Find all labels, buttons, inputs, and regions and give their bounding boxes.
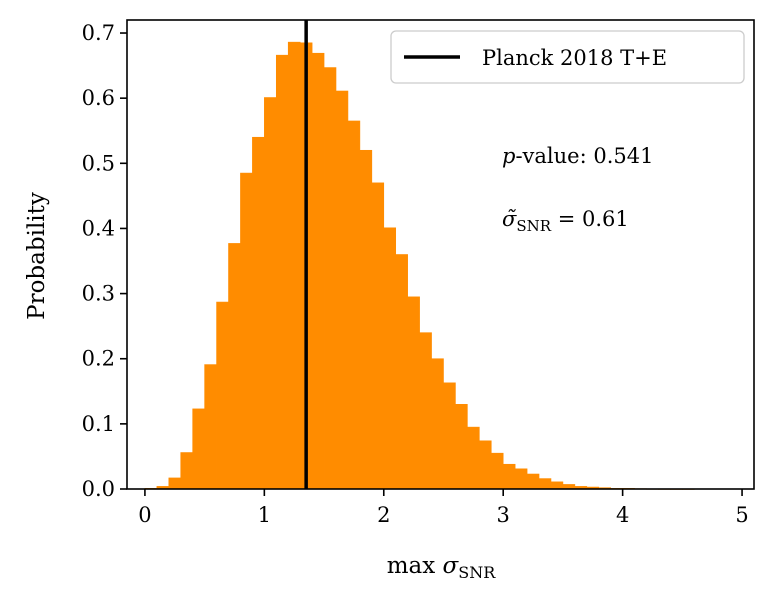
histogram-bar — [467, 426, 480, 490]
y-tick-label: 0.7 — [82, 21, 115, 45]
y-tick-label: 0.4 — [82, 216, 115, 240]
x-tick-label: 0 — [138, 503, 151, 527]
histogram-bar — [228, 243, 241, 490]
histogram-bar — [407, 296, 420, 490]
histogram-bar — [252, 136, 265, 490]
x-tick-label: 5 — [735, 503, 748, 527]
y-axis-ticks: 0.0 0.1 0.2 0.3 0.4 0.5 0.6 0.7 — [82, 21, 127, 501]
median-sigma-tilde: σ̃ — [502, 207, 517, 231]
x-axis-label-subscript: SNR — [458, 563, 496, 582]
plot-frame — [126, 19, 755, 490]
x-tick-label: 4 — [616, 503, 629, 527]
x-tick-label: 3 — [497, 503, 510, 527]
histogram-bar — [168, 477, 182, 490]
histogram-bar — [192, 408, 205, 490]
histogram-bar — [443, 382, 456, 490]
median-annotation: σ̃SNR = 0.61 — [502, 207, 629, 235]
pvalue-annotation: p-value: 0.541 — [502, 144, 653, 168]
histogram-bar — [311, 52, 325, 490]
median-subscript: SNR — [516, 217, 551, 235]
y-tick-label: 0.1 — [82, 412, 115, 436]
y-axis-label: Probability — [24, 192, 50, 320]
histogram-bar — [216, 301, 229, 490]
y-tick-label: 0.0 — [82, 477, 115, 501]
histogram-bar — [514, 468, 528, 490]
histogram-bar — [490, 452, 504, 490]
histogram-bar — [538, 478, 552, 490]
x-axis-ticks: 0 1 2 3 4 5 — [138, 489, 749, 527]
y-tick-label: 0.2 — [82, 347, 115, 371]
y-tick-label: 0.3 — [82, 282, 115, 306]
histogram-bar — [526, 473, 540, 490]
histogram-bar — [323, 67, 337, 490]
histogram-bar — [383, 227, 397, 490]
histogram-bar — [359, 149, 373, 490]
histogram-bar — [287, 41, 301, 490]
median-value: = 0.61 — [551, 207, 629, 231]
x-tick-label: 2 — [377, 503, 390, 527]
legend-label: Planck 2018 T+E — [482, 46, 667, 70]
histogram-bar — [204, 364, 217, 490]
y-tick-label: 0.5 — [82, 151, 115, 175]
histogram-bars — [144, 41, 695, 490]
histogram-bar — [550, 481, 564, 490]
histogram-bar — [479, 440, 492, 490]
x-tick-label: 1 — [258, 503, 271, 527]
x-axis-label-sigma: σ — [443, 553, 460, 579]
histogram-bar — [180, 452, 193, 490]
pvalue-p: p — [502, 144, 515, 168]
histogram-bar — [371, 182, 385, 490]
pvalue-text: -value: 0.541 — [515, 144, 653, 168]
histogram-bar — [335, 90, 349, 490]
y-tick-label: 0.6 — [82, 86, 115, 110]
histogram-bar — [419, 332, 432, 490]
legend-box — [390, 30, 745, 84]
histogram-bar — [240, 172, 253, 490]
histogram-bar — [502, 463, 516, 490]
x-axis-label-prefix: max — [387, 553, 443, 579]
legend: Planck 2018 T+E — [390, 30, 745, 84]
histogram-bar — [431, 358, 444, 490]
x-axis-label: max σSNR — [387, 553, 496, 582]
histogram-bar — [455, 404, 468, 490]
histogram-bar — [395, 254, 408, 490]
histogram-bar — [347, 120, 361, 490]
histogram-bar — [264, 97, 277, 490]
histogram-bar — [275, 54, 289, 490]
